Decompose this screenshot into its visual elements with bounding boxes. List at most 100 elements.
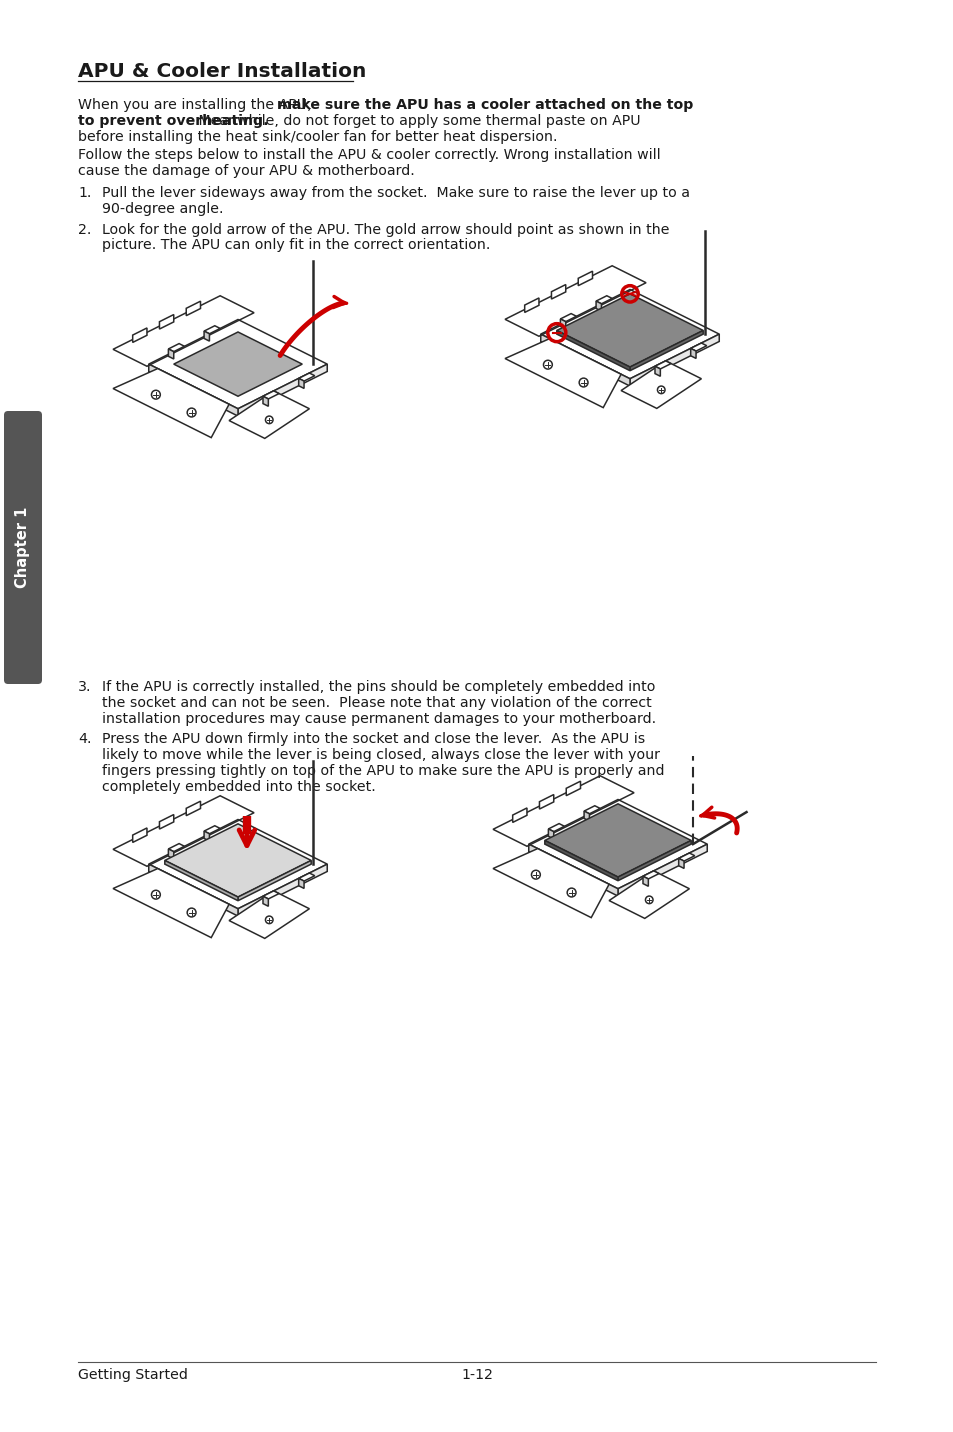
Polygon shape: [169, 349, 173, 359]
Polygon shape: [642, 871, 659, 879]
Polygon shape: [583, 811, 589, 821]
Text: 90-degree angle.: 90-degree angle.: [102, 202, 223, 216]
Polygon shape: [159, 315, 173, 329]
Polygon shape: [559, 319, 565, 329]
Polygon shape: [548, 823, 564, 832]
Text: Press the APU down firmly into the socket and close the lever.  As the APU is: Press the APU down firmly into the socke…: [102, 732, 644, 746]
Text: Getting Started: Getting Started: [78, 1368, 188, 1382]
Text: Pull the lever sideways away from the socket.  Make sure to raise the lever up t: Pull the lever sideways away from the so…: [102, 186, 689, 200]
Text: the socket and can not be seen.  Please note that any violation of the correct: the socket and can not be seen. Please n…: [102, 696, 651, 710]
Polygon shape: [169, 344, 184, 352]
FancyBboxPatch shape: [4, 411, 42, 684]
Polygon shape: [544, 803, 691, 876]
Polygon shape: [551, 285, 565, 299]
Polygon shape: [538, 795, 553, 809]
Text: picture. The APU can only fit in the correct orientation.: picture. The APU can only fit in the cor…: [102, 238, 490, 252]
Polygon shape: [548, 829, 553, 839]
Polygon shape: [298, 878, 304, 888]
Polygon shape: [512, 808, 526, 822]
Text: 4.: 4.: [78, 732, 91, 746]
Text: If the APU is correctly installed, the pins should be completely embedded into: If the APU is correctly installed, the p…: [102, 680, 655, 695]
Polygon shape: [263, 891, 279, 899]
Polygon shape: [263, 896, 268, 906]
Polygon shape: [596, 301, 600, 311]
Polygon shape: [618, 843, 706, 896]
Text: Follow the steps below to install the APU & cooler correctly. Wrong installation: Follow the steps below to install the AP…: [78, 147, 659, 162]
Polygon shape: [173, 832, 302, 896]
Polygon shape: [557, 331, 629, 371]
Polygon shape: [544, 841, 618, 881]
Polygon shape: [629, 334, 719, 387]
Polygon shape: [540, 334, 629, 387]
Polygon shape: [629, 331, 702, 371]
Polygon shape: [165, 823, 311, 896]
Text: Chapter 1: Chapter 1: [15, 507, 30, 589]
Polygon shape: [504, 338, 620, 408]
Polygon shape: [566, 782, 580, 796]
Text: cause the damage of your APU & motherboard.: cause the damage of your APU & motherboa…: [78, 163, 415, 178]
Polygon shape: [263, 391, 279, 400]
Polygon shape: [204, 325, 220, 334]
Polygon shape: [237, 863, 327, 916]
Polygon shape: [149, 319, 327, 408]
Text: 3.: 3.: [78, 680, 91, 695]
Polygon shape: [149, 863, 237, 916]
Text: 1-12: 1-12: [460, 1368, 493, 1382]
Text: completely embedded into the socket.: completely embedded into the socket.: [102, 780, 375, 793]
Text: When you are installing the APU,: When you are installing the APU,: [78, 97, 315, 112]
Polygon shape: [229, 891, 309, 938]
Polygon shape: [298, 874, 314, 881]
Polygon shape: [237, 364, 327, 417]
Polygon shape: [159, 815, 173, 829]
Polygon shape: [655, 361, 670, 369]
Polygon shape: [528, 799, 706, 889]
Polygon shape: [540, 289, 719, 378]
Polygon shape: [298, 374, 314, 381]
Text: installation procedures may cause permanent damages to your motherboard.: installation procedures may cause perman…: [102, 712, 656, 726]
Polygon shape: [608, 871, 689, 918]
Polygon shape: [169, 843, 184, 852]
Polygon shape: [237, 861, 311, 901]
Polygon shape: [596, 296, 612, 304]
Polygon shape: [524, 298, 538, 312]
Polygon shape: [113, 869, 229, 938]
Polygon shape: [565, 302, 694, 367]
Polygon shape: [655, 367, 659, 377]
Polygon shape: [165, 861, 237, 901]
Polygon shape: [578, 271, 592, 285]
Text: APU & Cooler Installation: APU & Cooler Installation: [78, 62, 366, 82]
Polygon shape: [298, 378, 304, 388]
Polygon shape: [678, 858, 683, 868]
Text: Look for the gold arrow of the APU. The gold arrow should point as shown in the: Look for the gold arrow of the APU. The …: [102, 222, 669, 236]
Text: 2.: 2.: [78, 222, 91, 236]
Polygon shape: [690, 344, 706, 351]
Polygon shape: [132, 828, 147, 842]
Polygon shape: [169, 849, 173, 859]
Polygon shape: [149, 364, 237, 417]
Polygon shape: [528, 843, 618, 896]
Polygon shape: [229, 391, 309, 438]
Text: likely to move while the lever is being closed, always close the lever with your: likely to move while the lever is being …: [102, 748, 659, 762]
Polygon shape: [690, 348, 696, 358]
Polygon shape: [186, 301, 200, 315]
Polygon shape: [583, 806, 599, 813]
Polygon shape: [173, 332, 302, 397]
Text: to prevent overheating.: to prevent overheating.: [78, 113, 269, 127]
Text: Meanwhile, do not forget to apply some thermal paste on APU: Meanwhile, do not forget to apply some t…: [193, 113, 640, 127]
Polygon shape: [618, 841, 691, 881]
Polygon shape: [678, 853, 694, 861]
Polygon shape: [557, 294, 702, 367]
Polygon shape: [204, 826, 220, 833]
Polygon shape: [553, 812, 681, 876]
Polygon shape: [493, 849, 608, 918]
Polygon shape: [132, 328, 147, 342]
Text: 1.: 1.: [78, 186, 91, 200]
Polygon shape: [186, 800, 200, 816]
Polygon shape: [113, 368, 229, 438]
Text: make sure the APU has a cooler attached on the top: make sure the APU has a cooler attached …: [276, 97, 693, 112]
Polygon shape: [204, 831, 210, 841]
Polygon shape: [204, 331, 210, 341]
Polygon shape: [559, 314, 576, 322]
Polygon shape: [620, 361, 700, 408]
Polygon shape: [149, 819, 327, 909]
